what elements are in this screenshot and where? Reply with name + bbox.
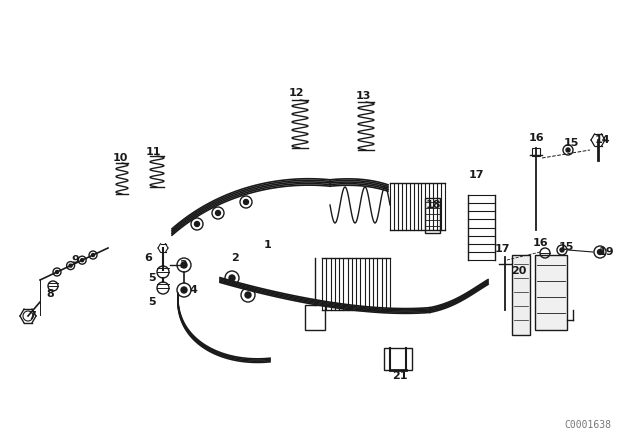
Bar <box>512 255 530 335</box>
Bar <box>535 255 567 330</box>
Text: 20: 20 <box>511 266 527 276</box>
Circle shape <box>566 148 570 152</box>
Text: 17: 17 <box>468 170 484 180</box>
Text: 17: 17 <box>494 244 509 254</box>
Text: C0001638: C0001638 <box>564 420 611 430</box>
Text: 10: 10 <box>112 153 128 163</box>
Text: 1: 1 <box>264 240 272 250</box>
Text: 8: 8 <box>46 289 54 299</box>
Text: 9: 9 <box>71 255 79 265</box>
Text: 11: 11 <box>145 147 161 157</box>
Circle shape <box>598 250 602 254</box>
Text: 2: 2 <box>231 253 239 263</box>
Text: 3: 3 <box>179 260 187 270</box>
Text: 6: 6 <box>144 253 152 263</box>
Text: 13: 13 <box>355 91 371 101</box>
Circle shape <box>69 264 72 267</box>
Text: 14: 14 <box>594 135 610 145</box>
Text: 12: 12 <box>288 88 304 98</box>
Text: 16: 16 <box>528 133 544 143</box>
Circle shape <box>195 221 200 227</box>
Text: 19: 19 <box>599 247 615 257</box>
Text: 21: 21 <box>392 371 408 381</box>
Text: 15: 15 <box>563 138 579 148</box>
Bar <box>532 148 540 156</box>
Circle shape <box>81 258 84 262</box>
Circle shape <box>181 262 187 268</box>
Text: 5: 5 <box>148 297 156 307</box>
Circle shape <box>216 211 221 215</box>
Circle shape <box>229 275 235 281</box>
Bar <box>425 198 440 233</box>
Text: 18: 18 <box>425 200 441 210</box>
Circle shape <box>560 248 564 252</box>
Circle shape <box>243 199 248 204</box>
Circle shape <box>92 254 95 257</box>
Bar <box>305 305 325 330</box>
Text: 15: 15 <box>558 242 573 252</box>
Text: 16: 16 <box>533 238 549 248</box>
Bar <box>384 348 412 370</box>
Circle shape <box>56 271 58 273</box>
Circle shape <box>245 292 251 298</box>
Text: 4: 4 <box>189 285 197 295</box>
Text: 7: 7 <box>28 311 36 321</box>
Circle shape <box>181 287 187 293</box>
Text: 5: 5 <box>148 273 156 283</box>
